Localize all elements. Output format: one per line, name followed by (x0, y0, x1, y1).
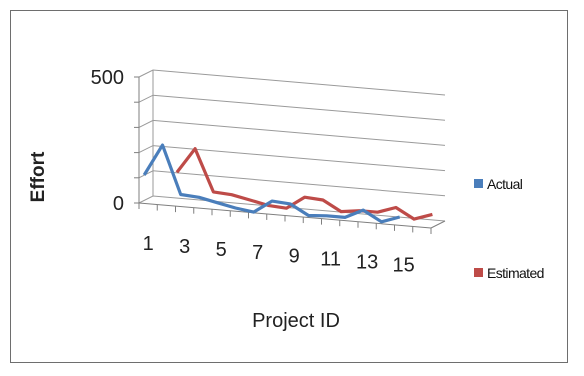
x-tick-label: 7 (252, 242, 263, 264)
y-axis-title: Effort (28, 151, 49, 202)
chart-frame: 500 0 1 3 5 7 9 11 13 15 Effort Project ID Actual… (10, 10, 568, 363)
gridlines (138, 69, 446, 222)
legend-label-actual: Actual (487, 176, 523, 192)
x-tick-label: 9 (289, 245, 300, 267)
y-tick-label: 500 (91, 67, 124, 89)
gridline (138, 119, 446, 146)
x-axis-title: Project ID (252, 310, 340, 332)
x-tick-label: 15 (393, 255, 415, 277)
x-tick-label: 3 (179, 236, 190, 258)
gridline (138, 145, 446, 172)
gridline (138, 69, 446, 96)
legend-item-estimated: Estimated (474, 265, 544, 281)
series-line-actual (142, 143, 401, 224)
legend-label-estimated: Estimated (487, 265, 544, 281)
legend-item-actual: Actual (474, 176, 523, 192)
legend-swatch-actual (474, 179, 483, 188)
series-layer (142, 143, 433, 224)
y-tick-label: 0 (113, 193, 124, 215)
x-tick-label: 11 (320, 248, 341, 270)
axes (134, 70, 446, 234)
x-tick-label: 1 (143, 233, 154, 255)
gridline (138, 94, 446, 121)
floor-right-edge (430, 220, 446, 229)
legend-swatch-estimated (474, 268, 483, 277)
x-tick-label: 5 (216, 239, 227, 261)
x-tick-label: 13 (356, 252, 378, 274)
gridline (138, 170, 446, 197)
legend: Actual Estimated (474, 176, 544, 281)
series-line-estimated (175, 147, 433, 221)
